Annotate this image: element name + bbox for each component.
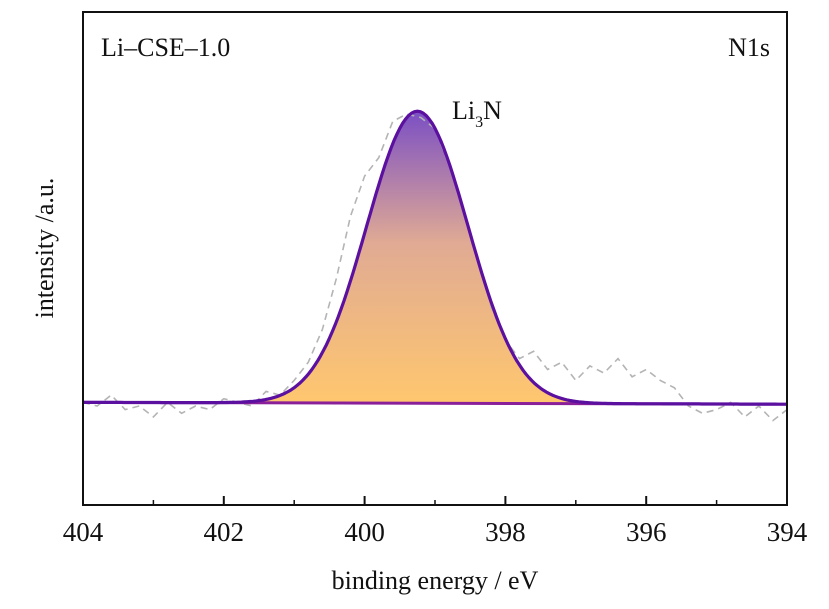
x-tick-label: 402: [204, 517, 245, 547]
peak-fill-area: [83, 111, 787, 405]
peak-label-subscript: 3: [475, 114, 483, 131]
x-tick-label: 404: [63, 517, 104, 547]
x-tick-label: 400: [344, 517, 385, 547]
sample-label: Li–CSE–1.0: [101, 33, 230, 62]
x-axis-label: binding energy / eV: [332, 566, 539, 595]
peak-label: Li3N: [452, 96, 502, 131]
x-tick-label: 398: [485, 517, 526, 547]
region-label: N1s: [728, 33, 770, 62]
x-tick-label: 396: [626, 517, 667, 547]
peak-label-suffix: N: [483, 96, 502, 125]
peak-label-main: Li: [452, 96, 475, 125]
fitted-peak-envelope: [83, 109, 787, 406]
y-axis-label: intensity /a.u.: [30, 178, 59, 319]
x-tick-label: 394: [767, 517, 808, 547]
